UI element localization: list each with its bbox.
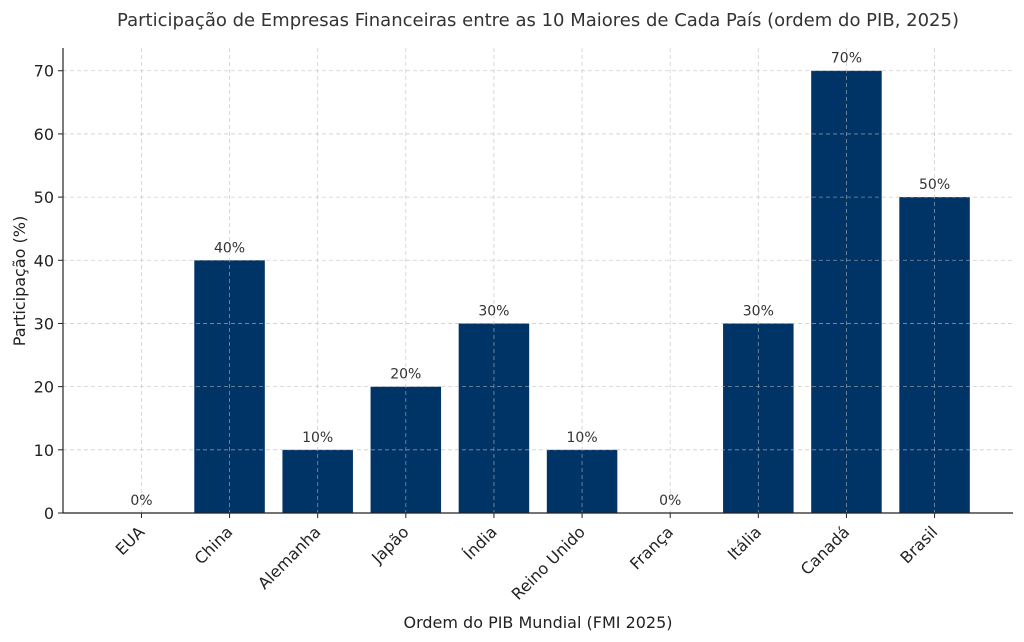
data-label: 20% bbox=[390, 367, 421, 383]
bar-2 bbox=[282, 449, 353, 513]
data-label: 30% bbox=[478, 303, 509, 319]
chart-title: Participação de Empresas Financeiras ent… bbox=[117, 10, 959, 31]
y-tick-label: 60 bbox=[34, 125, 54, 144]
data-label: 70% bbox=[831, 51, 862, 67]
y-tick-label: 50 bbox=[34, 188, 54, 207]
bar-5 bbox=[546, 449, 618, 513]
bar-8 bbox=[811, 70, 882, 513]
x-tick-label: China bbox=[191, 522, 237, 568]
bar-9 bbox=[899, 197, 970, 513]
x-axis-label: Ordem do PIB Mundial (FMI 2025) bbox=[403, 613, 672, 632]
x-tick-label: Alemanha bbox=[254, 522, 325, 593]
x-tick-label: Reino Unido bbox=[508, 522, 589, 603]
data-label: 0% bbox=[659, 493, 681, 509]
x-tick-label: EUA bbox=[112, 522, 149, 559]
y-tick-label: 20 bbox=[34, 378, 54, 397]
data-label: 0% bbox=[130, 493, 152, 509]
y-tick-label: 10 bbox=[34, 441, 54, 460]
y-tick-label: 30 bbox=[34, 314, 54, 333]
x-tick-label: Índia bbox=[460, 522, 501, 563]
data-label: 50% bbox=[919, 177, 950, 193]
y-tick-label: 70 bbox=[34, 62, 54, 81]
x-tick-label: Japão bbox=[367, 522, 412, 567]
bar-4 bbox=[458, 323, 530, 513]
data-label: 10% bbox=[567, 430, 598, 446]
bar-7 bbox=[723, 323, 794, 513]
x-tick-label: Itália bbox=[724, 522, 765, 563]
data-label: 40% bbox=[214, 240, 245, 256]
y-axis-label: Participação (%) bbox=[10, 216, 29, 346]
data-label: 10% bbox=[302, 430, 333, 446]
x-tick-label: Canadá bbox=[797, 522, 853, 578]
y-tick-label: 0 bbox=[44, 504, 54, 523]
x-tick-label: França bbox=[626, 522, 677, 573]
y-tick-label: 40 bbox=[34, 251, 54, 270]
data-label: 30% bbox=[743, 303, 774, 319]
x-tick-label: Brasil bbox=[896, 522, 941, 567]
